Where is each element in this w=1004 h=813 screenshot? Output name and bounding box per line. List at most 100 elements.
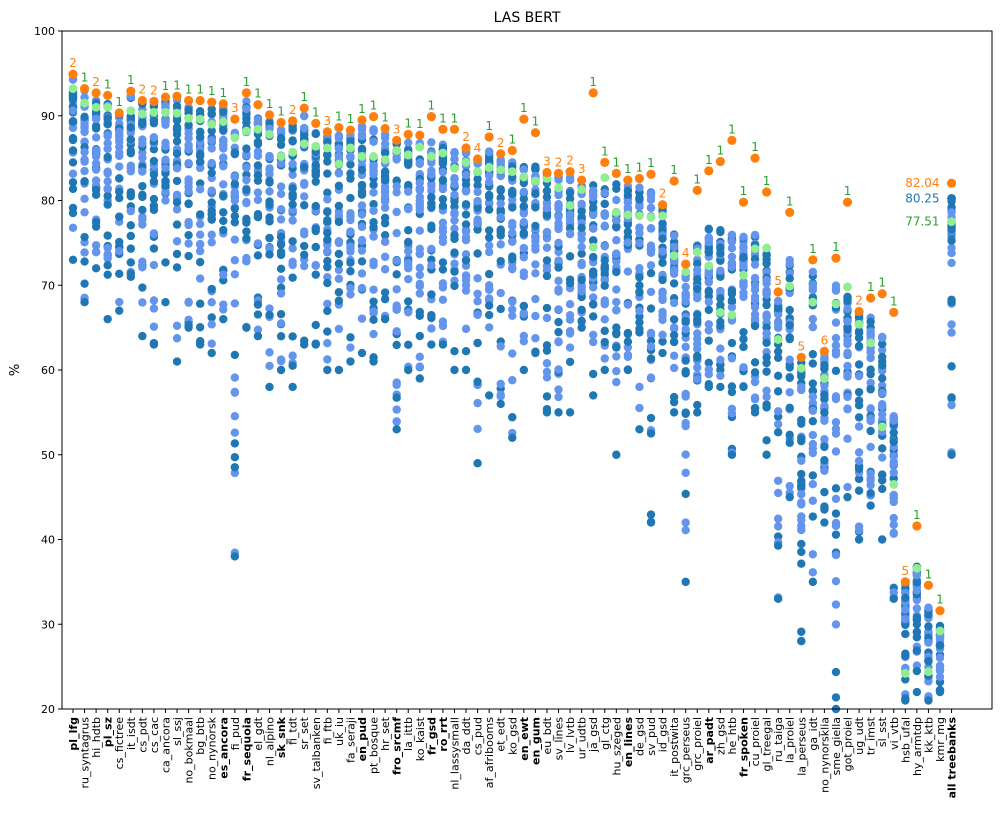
model-score-point <box>219 125 228 135</box>
model-score-point <box>935 661 945 670</box>
treebank-series-ga_idt <box>808 255 818 587</box>
model-score-point <box>681 356 690 365</box>
x-tick-label: la_ittb <box>402 717 415 751</box>
rank-label: 1 <box>451 111 459 125</box>
model-score-point <box>542 186 552 196</box>
rank-label: 1 <box>115 95 123 109</box>
model-score-point <box>912 666 922 676</box>
mean-point <box>866 338 876 348</box>
model-score-point <box>646 223 656 233</box>
model-score-point <box>207 339 216 348</box>
model-score-point <box>392 207 401 217</box>
model-score-point <box>935 641 945 650</box>
model-score-point <box>716 225 725 235</box>
model-score-point <box>508 433 517 442</box>
model-score-point <box>589 312 598 321</box>
model-score-point <box>207 313 216 322</box>
model-score-point <box>323 299 332 309</box>
model-score-point <box>438 340 448 349</box>
model-score-point <box>912 586 922 595</box>
model-score-point <box>473 225 482 234</box>
model-score-point <box>242 214 251 224</box>
model-score-point <box>519 218 529 227</box>
model-score-point <box>554 305 563 314</box>
model-score-point <box>878 345 887 355</box>
model-score-point <box>253 310 263 319</box>
model-score-point <box>519 209 529 218</box>
model-score-point <box>889 468 898 477</box>
model-score-point <box>739 277 748 287</box>
model-score-point <box>450 224 459 233</box>
model-score-point <box>276 240 286 249</box>
model-score-point <box>265 176 274 186</box>
treebank-series-ar_padt <box>704 166 714 392</box>
best-score-point <box>207 97 217 107</box>
model-score-point <box>115 187 124 196</box>
model-score-point <box>461 256 471 265</box>
rank-label: 1 <box>347 112 355 126</box>
treebank-series-en_pud <box>357 115 367 358</box>
model-score-point <box>635 306 644 316</box>
model-score-point <box>392 176 401 185</box>
mean-point <box>773 335 783 344</box>
best-score-point <box>392 135 402 145</box>
model-score-point <box>68 208 78 218</box>
model-score-point <box>276 232 286 242</box>
model-score-point <box>773 347 783 356</box>
model-score-point <box>276 309 286 319</box>
model-score-point <box>612 236 621 245</box>
model-score-point <box>380 168 390 177</box>
model-score-point <box>496 193 505 203</box>
model-score-point <box>669 363 679 373</box>
model-score-point <box>669 298 679 308</box>
rank-label: 2 <box>555 155 563 169</box>
treebank-series-et_edt <box>496 149 506 409</box>
model-score-point <box>727 354 737 363</box>
model-score-point <box>554 256 563 265</box>
model-score-point <box>947 295 956 304</box>
model-score-point <box>762 329 771 338</box>
model-score-point <box>554 392 563 402</box>
model-score-point <box>519 309 529 319</box>
model-score-point <box>323 247 332 256</box>
model-score-point <box>854 396 864 405</box>
model-score-point <box>392 270 401 279</box>
model-score-point <box>531 221 540 231</box>
model-score-point <box>854 413 864 422</box>
model-score-point <box>138 135 147 144</box>
x-tick-label: fr_gsd <box>425 717 438 755</box>
model-score-point <box>427 170 436 179</box>
model-score-point <box>831 600 841 609</box>
treebank-series-ru_taiga <box>773 287 783 604</box>
model-score-point <box>508 189 517 198</box>
model-score-point <box>508 297 517 306</box>
treebank-series-got_proiel <box>842 197 853 502</box>
model-score-point <box>727 338 737 348</box>
best-score-point <box>866 293 876 303</box>
model-score-point <box>103 261 112 270</box>
model-score-point <box>496 304 505 314</box>
model-score-point <box>334 249 344 259</box>
model-score-point <box>415 178 424 187</box>
model-score-point <box>843 336 852 345</box>
model-score-point <box>531 233 540 242</box>
model-score-point <box>461 281 471 290</box>
model-score-point <box>68 146 78 155</box>
model-score-point <box>438 167 448 177</box>
model-score-point <box>496 379 505 389</box>
model-score-point <box>773 541 783 550</box>
model-score-point <box>392 393 401 402</box>
model-score-point <box>300 163 309 172</box>
model-score-point <box>323 195 332 204</box>
model-score-point <box>681 324 690 334</box>
model-score-point <box>103 231 112 240</box>
model-score-point <box>623 267 633 276</box>
model-score-point <box>554 190 563 200</box>
model-score-point <box>230 270 240 279</box>
model-score-point <box>565 210 575 219</box>
model-score-point <box>473 218 482 227</box>
best-score-point <box>762 187 772 197</box>
all-treebanks-median-point <box>947 193 956 203</box>
model-score-point <box>681 367 690 376</box>
model-score-point <box>554 317 563 327</box>
